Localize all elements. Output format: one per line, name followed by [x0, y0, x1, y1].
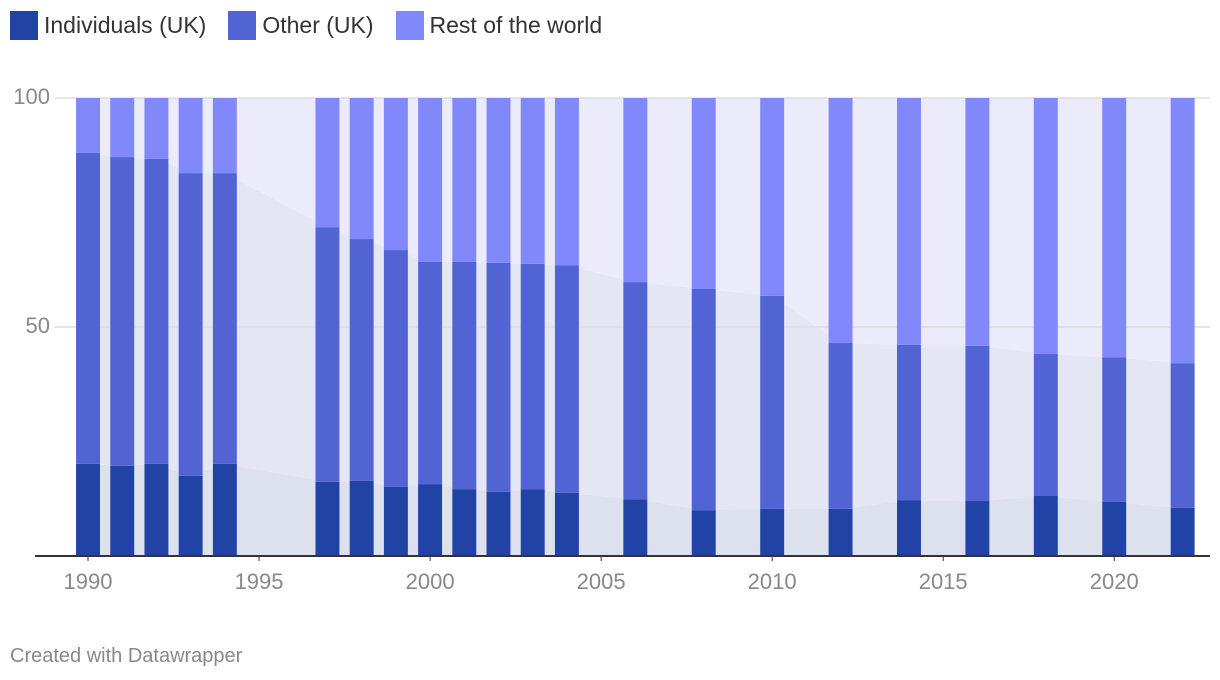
bar-segment	[1033, 496, 1058, 556]
bar-segment	[383, 250, 408, 487]
bar-segment	[554, 265, 579, 493]
bar-segment	[144, 98, 169, 159]
bar-segment	[760, 508, 785, 556]
legend-swatch	[395, 11, 424, 40]
bar-segment	[178, 98, 203, 174]
bar-segment	[965, 98, 990, 346]
legend-item: Individuals (UK)	[10, 11, 206, 40]
bar-segment	[760, 98, 785, 296]
bar-segment	[110, 465, 135, 556]
bar-segment	[76, 98, 100, 153]
x-tick-label: 2010	[748, 569, 797, 594]
bar-segment	[1102, 501, 1127, 556]
credit: Created with Datawrapper	[10, 645, 243, 667]
bar-segment	[452, 98, 477, 262]
bar-segment	[349, 98, 374, 240]
chart: 50 100 1990 1995 2000 2005 2010 2015 2020	[13, 84, 1210, 594]
bar-segment	[965, 501, 990, 556]
bar-segment	[486, 262, 511, 492]
bar-segment	[623, 499, 648, 556]
legend-label: Individuals (UK)	[44, 12, 207, 38]
bar-segment	[1170, 507, 1195, 556]
legend-swatch	[228, 11, 257, 40]
bar-segment	[520, 263, 545, 490]
legend: Individuals (UK) Other (UK) Rest of the wo…	[10, 11, 602, 40]
bar-segment	[76, 463, 100, 556]
bar-segment	[1033, 354, 1058, 497]
bar-segment	[144, 463, 169, 556]
bar-segment	[315, 98, 340, 228]
x-tick-label: 1995	[235, 569, 284, 594]
bar-segment	[1102, 357, 1127, 502]
legend-label: Rest of the world	[429, 12, 603, 38]
bar-segment	[486, 98, 511, 263]
bar-segment	[383, 486, 408, 556]
bar-segment	[965, 345, 990, 502]
bar-segment	[110, 98, 135, 158]
bar-segment	[315, 227, 340, 482]
bar-segment	[828, 98, 853, 344]
bar-segment	[897, 344, 921, 501]
bar-segment	[554, 98, 579, 266]
x-tick-label: 2000	[406, 569, 455, 594]
bar-segment	[897, 98, 921, 345]
bar-segment	[520, 98, 545, 264]
bar-segment	[383, 98, 408, 251]
bar-segment	[623, 282, 648, 500]
bar-segment	[828, 508, 853, 556]
bar-segment	[554, 492, 579, 556]
bar-segment	[1170, 363, 1195, 508]
bar-segment	[110, 157, 135, 466]
bar-segment	[897, 500, 921, 556]
bar-segment	[349, 480, 374, 556]
legend-item: Other (UK)	[228, 11, 374, 40]
x-tick-label: 2015	[919, 569, 968, 594]
bar-segment	[691, 288, 716, 511]
bar-segment	[520, 489, 545, 556]
bar-segment	[178, 475, 203, 556]
x-tick-label: 2020	[1090, 569, 1139, 594]
bar-segment	[76, 152, 100, 464]
bar-segment	[828, 343, 853, 509]
legend-label: Other (UK)	[262, 12, 374, 38]
bar-segment	[691, 510, 716, 556]
legend-swatch	[10, 11, 38, 40]
bar-segment	[418, 484, 443, 556]
bar-segment	[144, 158, 169, 464]
bar-segment	[212, 463, 237, 556]
y-tick-label: 100	[13, 84, 50, 109]
bar-segment	[418, 261, 443, 485]
x-tick-label: 1990	[64, 569, 113, 594]
bar-segment	[760, 295, 785, 509]
bar-segment	[623, 98, 648, 283]
bar-segment	[212, 173, 237, 464]
bar-segment	[349, 239, 374, 481]
bar-segment	[1170, 98, 1195, 364]
bar-segment	[1033, 98, 1058, 355]
bar-segment	[418, 98, 443, 262]
bar-segment	[486, 491, 511, 556]
y-tick-label: 50	[26, 313, 50, 338]
bar-segment	[452, 261, 477, 490]
bar-segment	[1102, 98, 1127, 358]
legend-item: Rest of the world	[395, 11, 603, 40]
bar-segment	[178, 173, 203, 476]
bar-segment	[452, 489, 477, 556]
x-tick-label: 2005	[577, 569, 626, 594]
bar-segment	[212, 98, 237, 174]
bar-segment	[691, 98, 716, 289]
bar-segment	[315, 481, 340, 556]
